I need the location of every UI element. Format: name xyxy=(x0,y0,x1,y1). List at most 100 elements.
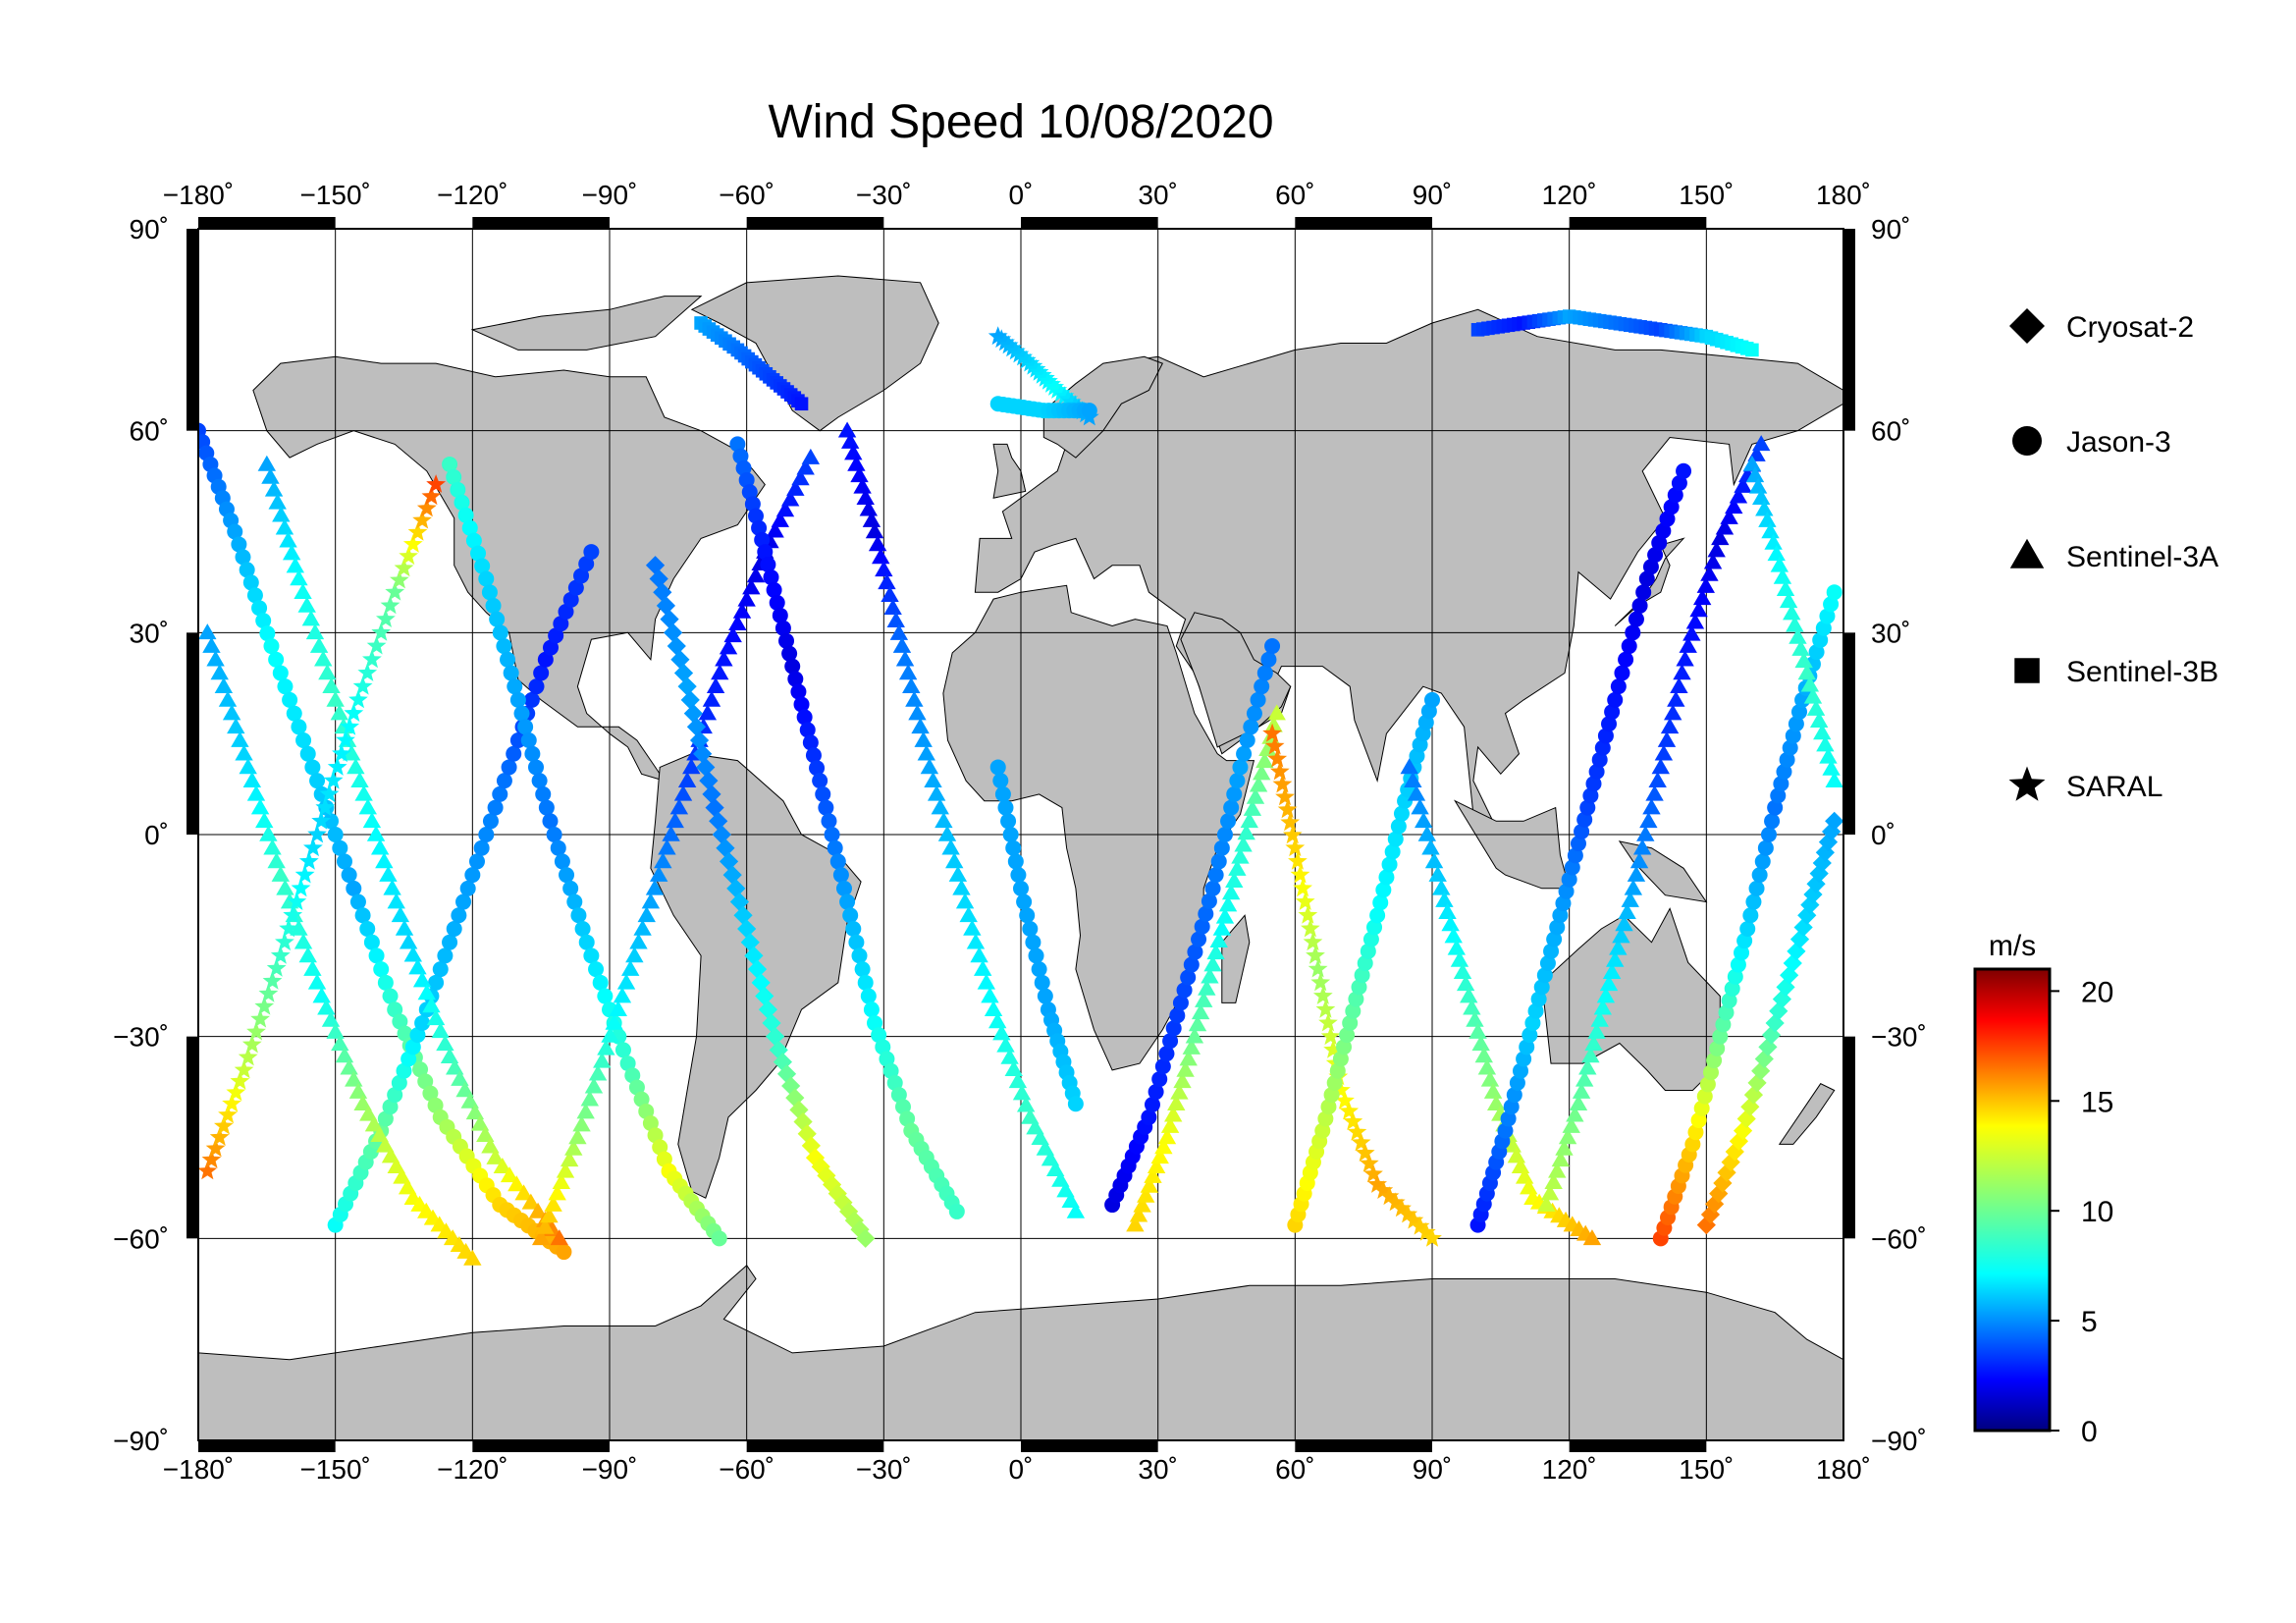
track-point xyxy=(1569,1095,1588,1111)
track-point xyxy=(1421,839,1440,855)
track-point xyxy=(638,1103,655,1119)
track-point xyxy=(850,1219,870,1239)
track-point xyxy=(234,1059,254,1079)
track-point xyxy=(468,853,485,870)
track-point xyxy=(927,784,946,801)
track-point xyxy=(1306,946,1325,964)
track-point xyxy=(470,545,487,562)
track-point xyxy=(1220,813,1237,830)
track-point xyxy=(719,851,739,872)
track-point xyxy=(1182,1038,1201,1055)
track-circle xyxy=(989,396,1097,419)
track-point xyxy=(1720,508,1738,524)
frame-segment xyxy=(1295,1440,1432,1452)
lon-tick-label: −150˚ xyxy=(299,1454,370,1485)
track-point xyxy=(238,1047,258,1066)
track-point xyxy=(377,1110,394,1127)
track-circle xyxy=(729,436,965,1219)
lat-tick-label: −60˚ xyxy=(113,1223,169,1254)
track-point xyxy=(889,623,909,640)
track-point xyxy=(1693,1100,1710,1116)
track-point xyxy=(652,1139,668,1156)
track-point xyxy=(1295,892,1315,910)
track-point xyxy=(1659,511,1676,527)
track-point xyxy=(802,734,819,751)
track-point xyxy=(1754,853,1771,870)
track-point xyxy=(851,947,868,964)
track-point xyxy=(737,919,757,939)
track-point xyxy=(250,798,270,815)
track-point xyxy=(905,690,924,707)
track-point xyxy=(331,1035,349,1052)
track-point xyxy=(387,1087,403,1104)
track-point xyxy=(1755,500,1774,516)
track-point xyxy=(1748,880,1765,896)
track-point xyxy=(1005,839,1022,856)
track-point xyxy=(680,690,700,710)
track-point xyxy=(744,946,764,965)
track-point xyxy=(1638,570,1655,587)
track-point xyxy=(209,1127,230,1146)
track-point xyxy=(440,1048,459,1064)
satellite-legend: Cryosat-2 Jason-3 Sentinel-3A Sentinel-3B SA… xyxy=(2008,308,2218,803)
track-point xyxy=(894,1099,911,1115)
track-point xyxy=(1823,596,1840,613)
track-point xyxy=(552,1173,571,1190)
track-point xyxy=(715,650,733,667)
track-point xyxy=(1355,1143,1375,1162)
track-point xyxy=(1765,1013,1785,1033)
track-point xyxy=(1249,776,1268,792)
track-point xyxy=(1034,974,1050,991)
track-point xyxy=(1404,1210,1424,1229)
track-point xyxy=(1317,1110,1334,1127)
track-point xyxy=(771,511,790,527)
track-point xyxy=(1684,1136,1701,1153)
track-point xyxy=(1246,705,1262,722)
track-circle xyxy=(327,544,600,1233)
track-point xyxy=(1621,638,1637,655)
track-point xyxy=(376,609,396,627)
track-point xyxy=(1351,1132,1371,1152)
track-point xyxy=(645,879,665,895)
track-point xyxy=(235,549,251,566)
track-point xyxy=(463,1249,482,1266)
track-point xyxy=(890,1087,907,1104)
track-point xyxy=(1210,853,1227,870)
track-point xyxy=(455,1081,474,1098)
track-point xyxy=(1354,967,1370,984)
track-point xyxy=(1780,965,1799,985)
track-point xyxy=(899,1110,916,1127)
track-point xyxy=(1203,955,1222,972)
track-point xyxy=(1326,1074,1343,1091)
legend-item-jason-3: Jason-3 xyxy=(2012,426,2171,459)
lon-tick-label: 30˚ xyxy=(1138,180,1177,210)
track-point xyxy=(307,973,327,990)
track-point xyxy=(1357,955,1373,972)
track-point xyxy=(677,676,697,696)
track-point xyxy=(924,771,942,787)
track-point xyxy=(1303,932,1323,951)
track-point xyxy=(712,825,731,844)
track-point xyxy=(1567,847,1583,864)
track-point xyxy=(574,920,591,937)
track-point xyxy=(875,1039,891,1055)
track-point xyxy=(507,1175,526,1192)
track-point xyxy=(988,326,1008,346)
track-point xyxy=(1432,879,1451,895)
track-point xyxy=(358,798,377,815)
track-point xyxy=(1058,389,1078,408)
track-point xyxy=(844,444,863,460)
frame-segment xyxy=(1295,217,1432,229)
track-point xyxy=(1767,545,1786,562)
track-point xyxy=(451,1069,469,1086)
track-point xyxy=(1724,980,1740,997)
track-point xyxy=(1225,872,1244,889)
track-point xyxy=(1441,915,1460,932)
track-point xyxy=(1169,1007,1186,1024)
track-point xyxy=(357,663,378,681)
track-point xyxy=(784,658,801,675)
track-point xyxy=(1154,1138,1173,1155)
track-point xyxy=(1191,1003,1210,1020)
lon-tick-label: −30˚ xyxy=(856,180,912,210)
track-point xyxy=(354,907,371,924)
